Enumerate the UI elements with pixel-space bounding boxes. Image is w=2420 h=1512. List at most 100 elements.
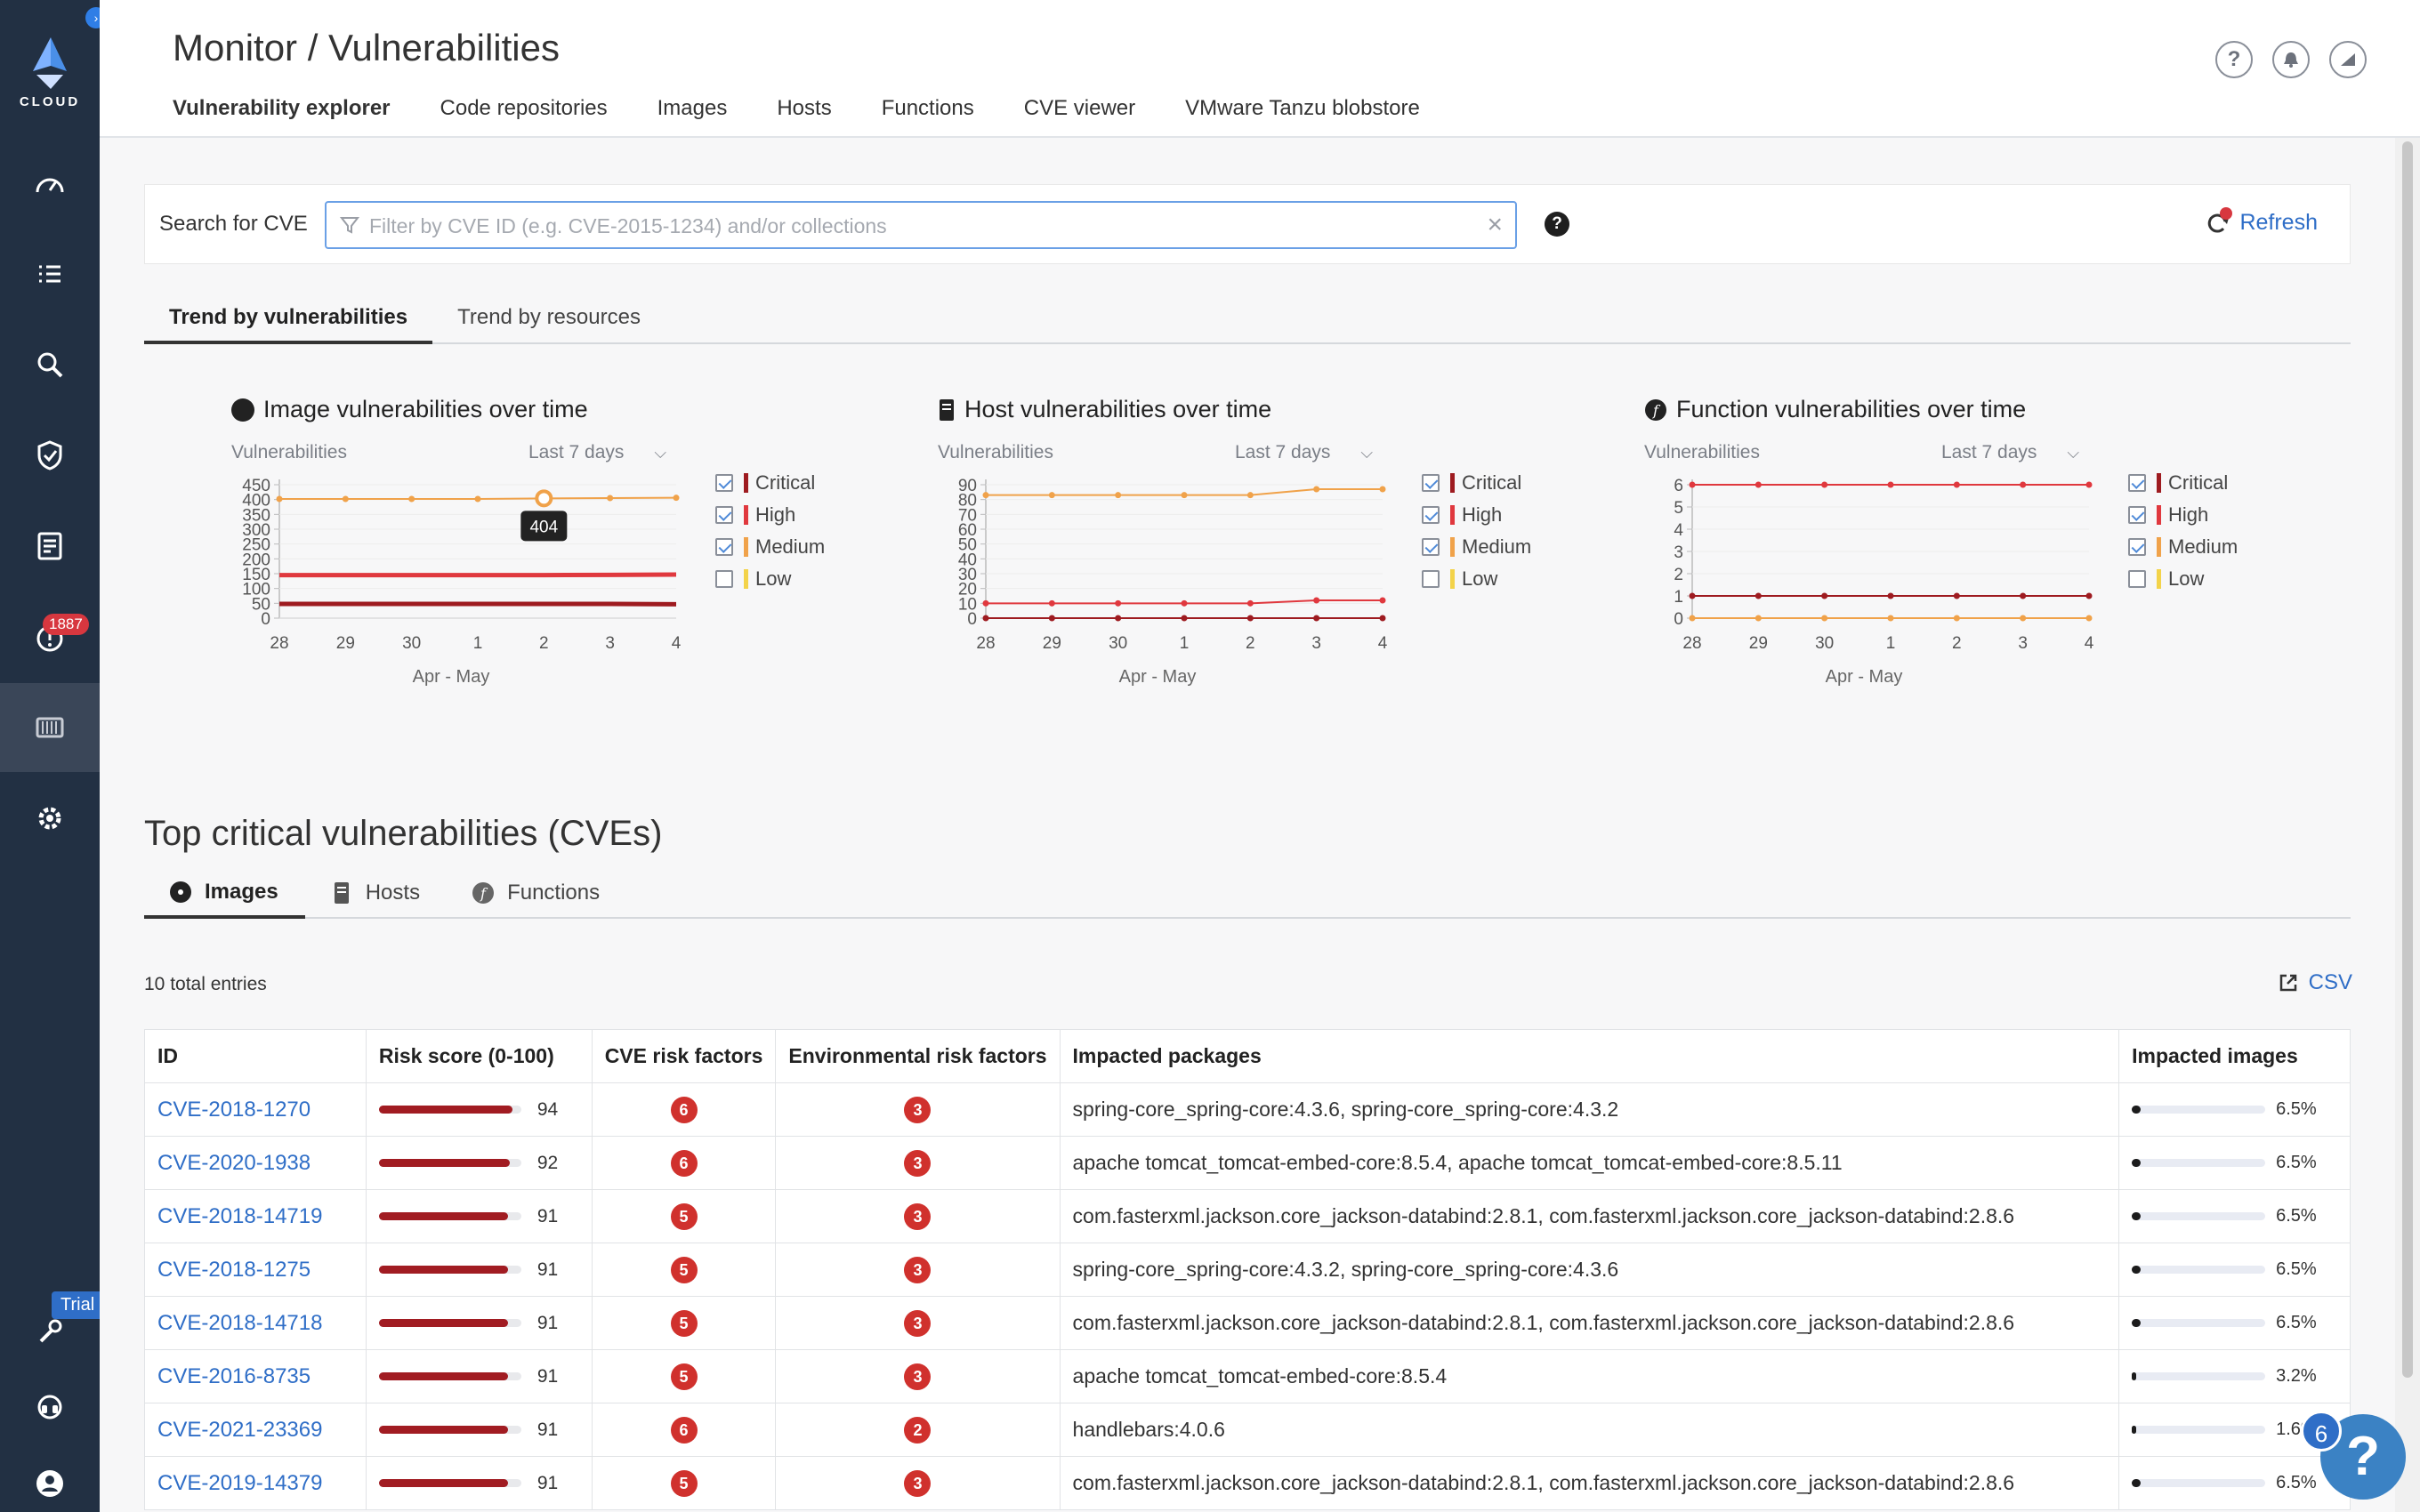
legend-item-medium[interactable]: Medium [2128,531,2238,563]
data-point[interactable] [673,495,680,502]
env-risk-factors-badge[interactable]: 2 [904,1416,932,1444]
cve-risk-factors-badge[interactable]: 6 [670,1149,698,1177]
data-point[interactable] [1048,615,1055,622]
data-point[interactable] [1821,592,1828,599]
cve-id-link[interactable]: CVE-2018-1275 [144,1243,367,1297]
data-point[interactable] [1887,615,1894,622]
env-risk-factors-cell[interactable]: 3 [775,1349,1061,1403]
tab-cve-viewer[interactable]: CVE viewer [1023,96,1136,120]
clear-search-icon[interactable]: × [1487,210,1503,239]
data-point[interactable] [474,495,481,503]
data-point[interactable] [1953,592,1960,599]
env-risk-factors-badge[interactable]: 3 [904,1469,932,1497]
cve-id-link[interactable]: CVE-2020-1938 [144,1136,367,1190]
search-input[interactable] [369,210,1455,242]
legend-item-critical[interactable]: Critical [2128,467,2238,499]
env-risk-factors-badge[interactable]: 3 [904,1309,932,1337]
data-point[interactable] [1048,599,1055,607]
data-point[interactable] [1689,592,1696,599]
sidebar-item-user[interactable] [0,1439,100,1512]
data-point[interactable] [1379,486,1386,493]
data-point[interactable] [2085,615,2093,622]
legend-checkbox[interactable] [1422,474,1440,492]
chart-range-select[interactable]: Last 7 days ⌵ [1941,442,2079,463]
data-point[interactable] [1115,615,1122,622]
data-point[interactable] [276,495,283,503]
column-header-id[interactable]: ID [144,1029,367,1083]
env-risk-factors-badge[interactable]: 3 [904,1149,932,1177]
sidebar-item-support[interactable] [0,1363,100,1452]
cve-risk-factors-cell[interactable]: 5 [591,1296,777,1350]
table-row[interactable]: CVE-2016-8735 91 5 3 apache tomcat_tomcat-em… [144,1349,2351,1403]
env-risk-factors-cell[interactable]: 3 [775,1189,1061,1243]
env-risk-factors-badge[interactable]: 3 [904,1096,932,1123]
cve-risk-factors-cell[interactable]: 5 [591,1189,777,1243]
data-point[interactable] [1689,615,1696,622]
data-point[interactable] [1887,481,1894,488]
column-header-cve-risk-factors[interactable]: CVE risk factors [591,1029,777,1083]
data-point[interactable] [1115,599,1122,607]
cve-risk-factors-badge[interactable]: 5 [670,1363,698,1390]
data-point[interactable] [1181,599,1188,607]
env-risk-factors-badge[interactable]: 3 [904,1256,932,1283]
legend-item-medium[interactable]: Medium [715,531,825,563]
sidebar-item-manage[interactable] [0,774,100,863]
cve-risk-factors-cell[interactable]: 6 [591,1403,777,1457]
sidebar-item-monitor[interactable] [0,683,100,772]
data-point[interactable] [1379,597,1386,604]
tab-cve-images[interactable]: Images [144,874,305,919]
table-row[interactable]: CVE-2019-14379 91 5 3 com.fasterxml.jackson.… [144,1456,2351,1510]
legend-item-low[interactable]: Low [715,563,825,595]
data-point[interactable] [982,615,989,622]
data-point[interactable] [607,495,614,502]
legend-item-low[interactable]: Low [2128,563,2238,595]
column-header-risk-score[interactable]: Risk score (0-100) [365,1029,593,1083]
sidebar-item-dashboard[interactable] [0,141,100,229]
cve-risk-factors-cell[interactable]: 5 [591,1456,777,1510]
sidebar-item-compliance[interactable] [0,502,100,591]
env-risk-factors-cell[interactable]: 3 [775,1296,1061,1350]
scrollbar[interactable] [2395,138,2420,1512]
hover-point[interactable] [535,489,553,508]
tab-cve-hosts[interactable]: Hosts [305,874,447,917]
cve-id-link[interactable]: CVE-2019-14379 [144,1456,367,1510]
legend-checkbox[interactable] [2128,570,2146,588]
data-point[interactable] [1754,592,1762,599]
data-point[interactable] [1379,615,1386,622]
tab-images[interactable]: Images [657,96,728,120]
data-point[interactable] [342,495,349,503]
legend-item-high[interactable]: High [2128,499,2238,531]
cve-risk-factors-badge[interactable]: 5 [670,1469,698,1497]
data-point[interactable] [2085,592,2093,599]
env-risk-factors-badge[interactable]: 3 [904,1363,932,1390]
legend-item-low[interactable]: Low [1422,563,1531,595]
csv-export-button[interactable]: CSV [2279,970,2352,995]
cve-risk-factors-cell[interactable]: 5 [591,1349,777,1403]
legend-checkbox[interactable] [715,506,733,524]
cve-id-link[interactable]: CVE-2018-14719 [144,1189,367,1243]
table-row[interactable]: CVE-2018-1275 91 5 3 spring-core_spring-core… [144,1243,2351,1297]
cve-id-link[interactable]: CVE-2018-1270 [144,1082,367,1137]
legend-checkbox[interactable] [2128,474,2146,492]
data-point[interactable] [2020,592,2027,599]
tab-code-repositories[interactable]: Code repositories [440,96,608,120]
env-risk-factors-cell[interactable]: 3 [775,1456,1061,1510]
legend-checkbox[interactable] [1422,538,1440,556]
data-point[interactable] [2020,615,2027,622]
bell-icon[interactable] [2272,41,2310,78]
data-point[interactable] [1048,492,1055,499]
legend-checkbox[interactable] [715,538,733,556]
cve-risk-factors-badge[interactable]: 5 [670,1202,698,1230]
data-point[interactable] [1887,592,1894,599]
sidebar-item-alerts[interactable]: 1887 [0,592,100,681]
data-point[interactable] [2020,481,2027,488]
tab-functions[interactable]: Functions [881,96,974,120]
data-point[interactable] [1246,492,1254,499]
table-row[interactable]: CVE-2018-14718 91 5 3 com.fasterxml.jackson.… [144,1296,2351,1350]
data-point[interactable] [1246,599,1254,607]
data-point[interactable] [1953,615,1960,622]
legend-item-high[interactable]: High [715,499,825,531]
cve-id-link[interactable]: CVE-2018-14718 [144,1296,367,1350]
column-header-impacted-packages[interactable]: Impacted packages [1059,1029,2120,1083]
cve-id-link[interactable]: CVE-2016-8735 [144,1349,367,1403]
